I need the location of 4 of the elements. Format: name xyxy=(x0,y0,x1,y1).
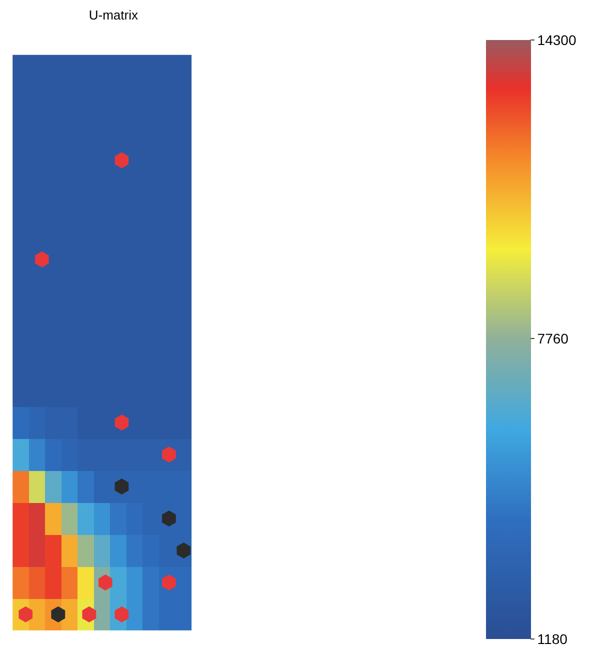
chart-title: U-matrix xyxy=(88,8,138,23)
color-bar-label: 14300 xyxy=(537,32,576,48)
color-bar-label: 7760 xyxy=(537,330,569,346)
color-bar-label: 1180 xyxy=(537,630,568,647)
